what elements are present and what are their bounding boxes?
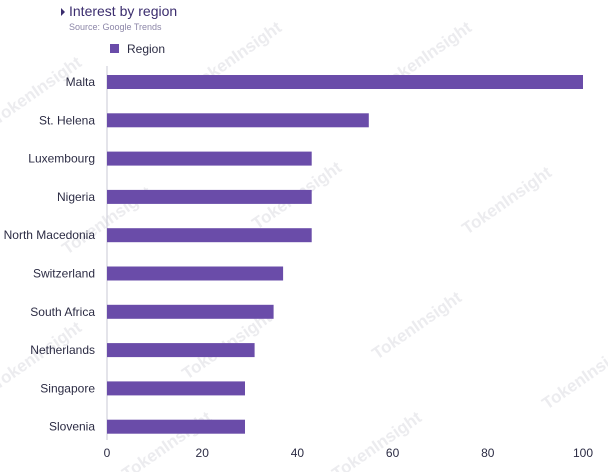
bar <box>107 113 369 128</box>
category-label: Nigeria <box>57 190 95 204</box>
watermark-text: TokenInsight <box>459 163 556 239</box>
x-tick-label: 80 <box>481 446 495 460</box>
chart-header: Interest by region Source: Google Trends <box>61 3 177 32</box>
bar <box>107 189 312 204</box>
bar <box>107 151 312 166</box>
x-tick-label: 0 <box>104 446 111 460</box>
category-label: North Macedonia <box>4 228 96 242</box>
bar <box>107 228 312 243</box>
category-label: St. Helena <box>39 113 95 127</box>
category-label: Singapore <box>40 381 95 395</box>
category-label: Slovenia <box>49 420 95 434</box>
chart-title: Interest by region <box>69 3 177 19</box>
bar <box>107 343 255 358</box>
watermark-text: TokenInsight <box>539 338 608 414</box>
x-tick-label: 60 <box>386 446 400 460</box>
bar <box>107 419 245 434</box>
watermark-text: TokenInsight <box>119 408 216 472</box>
category-label: Malta <box>66 75 96 89</box>
bar <box>107 266 284 281</box>
category-label: Luxembourg <box>28 152 95 166</box>
watermark-text: TokenInsight <box>329 408 426 472</box>
watermark-text: TokenInsight <box>369 288 466 364</box>
caret-right-icon <box>61 8 65 16</box>
bar <box>107 381 245 396</box>
category-labels: Malta St. Helena Luxembourg Nigeria North Ma… <box>4 75 96 434</box>
bar <box>107 304 274 319</box>
x-tick-label: 20 <box>196 446 210 460</box>
category-label: Switzerland <box>33 267 95 281</box>
category-label: Netherlands <box>30 343 95 357</box>
x-tick-label: 40 <box>291 446 305 460</box>
x-tick-label: 100 <box>573 446 593 460</box>
bar <box>107 75 583 89</box>
category-label: South Africa <box>30 305 95 319</box>
legend-label: Region <box>127 42 165 56</box>
legend: Region <box>110 42 165 56</box>
x-axis: 0 20 40 60 80 100 <box>104 446 594 460</box>
bars <box>107 75 583 434</box>
chart-subtitle: Source: Google Trends <box>69 22 162 32</box>
legend-swatch <box>110 44 119 53</box>
